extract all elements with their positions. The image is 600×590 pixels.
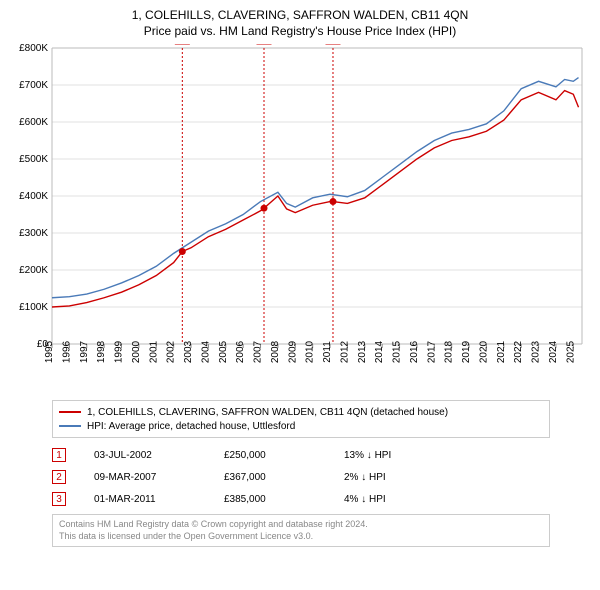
footer-line: Contains HM Land Registry data © Crown c… bbox=[59, 519, 543, 531]
svg-text:2017: 2017 bbox=[426, 340, 437, 363]
svg-text:1999: 1999 bbox=[114, 340, 125, 363]
svg-text:2016: 2016 bbox=[409, 340, 420, 363]
svg-text:£500K: £500K bbox=[19, 154, 48, 165]
svg-text:1995: 1995 bbox=[44, 340, 55, 363]
transaction-date: 09-MAR-2007 bbox=[94, 472, 224, 483]
transaction-diff: 2% ↓ HPI bbox=[344, 472, 464, 483]
svg-text:2018: 2018 bbox=[444, 340, 455, 363]
svg-text:£200K: £200K bbox=[19, 265, 48, 276]
svg-text:2004: 2004 bbox=[200, 340, 211, 363]
svg-text:1996: 1996 bbox=[61, 340, 72, 363]
svg-text:1997: 1997 bbox=[79, 340, 90, 363]
svg-text:2019: 2019 bbox=[461, 340, 472, 363]
transaction-price: £250,000 bbox=[224, 450, 344, 461]
svg-text:2023: 2023 bbox=[531, 340, 542, 363]
transaction-diff: 13% ↓ HPI bbox=[344, 450, 464, 461]
svg-text:2008: 2008 bbox=[270, 340, 281, 363]
svg-text:2024: 2024 bbox=[548, 340, 559, 363]
svg-text:1998: 1998 bbox=[96, 340, 107, 363]
svg-text:2006: 2006 bbox=[235, 340, 246, 363]
svg-text:£700K: £700K bbox=[19, 80, 48, 91]
transaction-date: 01-MAR-2011 bbox=[94, 494, 224, 505]
svg-text:£800K: £800K bbox=[19, 44, 48, 54]
legend-swatch-blue bbox=[59, 425, 81, 427]
attribution-footer: Contains HM Land Registry data © Crown c… bbox=[52, 514, 550, 547]
svg-text:2002: 2002 bbox=[166, 340, 177, 363]
chart-container: 1, COLEHILLS, CLAVERING, SAFFRON WALDEN,… bbox=[0, 0, 600, 551]
svg-text:2013: 2013 bbox=[357, 340, 368, 363]
table-row: 1 03-JUL-2002 £250,000 13% ↓ HPI bbox=[52, 444, 550, 466]
svg-text:2025: 2025 bbox=[565, 340, 576, 363]
footer-line: This data is licensed under the Open Gov… bbox=[59, 531, 543, 543]
svg-text:2020: 2020 bbox=[478, 340, 489, 363]
svg-text:2022: 2022 bbox=[513, 340, 524, 363]
svg-text:2014: 2014 bbox=[374, 340, 385, 363]
svg-text:2003: 2003 bbox=[183, 340, 194, 363]
svg-text:£600K: £600K bbox=[19, 117, 48, 128]
table-row: 2 09-MAR-2007 £367,000 2% ↓ HPI bbox=[52, 466, 550, 488]
transaction-price: £367,000 bbox=[224, 472, 344, 483]
transaction-table: 1 03-JUL-2002 £250,000 13% ↓ HPI 2 09-MA… bbox=[52, 444, 550, 510]
svg-text:2012: 2012 bbox=[339, 340, 350, 363]
svg-text:2011: 2011 bbox=[322, 341, 333, 363]
marker-badge: 3 bbox=[52, 492, 66, 506]
legend: 1, COLEHILLS, CLAVERING, SAFFRON WALDEN,… bbox=[52, 400, 550, 438]
svg-text:2000: 2000 bbox=[131, 340, 142, 363]
line-chart-svg: £0£100K£200K£300K£400K£500K£600K£700K£80… bbox=[10, 44, 590, 394]
svg-text:2009: 2009 bbox=[287, 340, 298, 363]
transaction-diff: 4% ↓ HPI bbox=[344, 494, 464, 505]
legend-label: 1, COLEHILLS, CLAVERING, SAFFRON WALDEN,… bbox=[87, 407, 448, 418]
legend-label: HPI: Average price, detached house, Uttl… bbox=[87, 421, 295, 432]
legend-item-property: 1, COLEHILLS, CLAVERING, SAFFRON WALDEN,… bbox=[59, 405, 543, 419]
svg-text:2015: 2015 bbox=[392, 340, 403, 363]
svg-text:2001: 2001 bbox=[148, 340, 159, 363]
svg-text:£100K: £100K bbox=[19, 302, 48, 313]
title-block: 1, COLEHILLS, CLAVERING, SAFFRON WALDEN,… bbox=[10, 8, 590, 38]
title-address: 1, COLEHILLS, CLAVERING, SAFFRON WALDEN,… bbox=[10, 8, 590, 22]
chart-area: £0£100K£200K£300K£400K£500K£600K£700K£80… bbox=[10, 44, 590, 394]
title-subtitle: Price paid vs. HM Land Registry's House … bbox=[10, 24, 590, 38]
transaction-price: £385,000 bbox=[224, 494, 344, 505]
marker-badge: 1 bbox=[52, 448, 66, 462]
svg-text:£300K: £300K bbox=[19, 228, 48, 239]
transaction-date: 03-JUL-2002 bbox=[94, 450, 224, 461]
svg-text:2010: 2010 bbox=[305, 340, 316, 363]
svg-text:£400K: £400K bbox=[19, 191, 48, 202]
svg-text:2005: 2005 bbox=[218, 340, 229, 363]
table-row: 3 01-MAR-2011 £385,000 4% ↓ HPI bbox=[52, 488, 550, 510]
svg-text:2007: 2007 bbox=[253, 340, 264, 363]
legend-item-hpi: HPI: Average price, detached house, Uttl… bbox=[59, 419, 543, 433]
svg-text:2021: 2021 bbox=[496, 340, 507, 363]
legend-swatch-red bbox=[59, 411, 81, 413]
marker-badge: 2 bbox=[52, 470, 66, 484]
